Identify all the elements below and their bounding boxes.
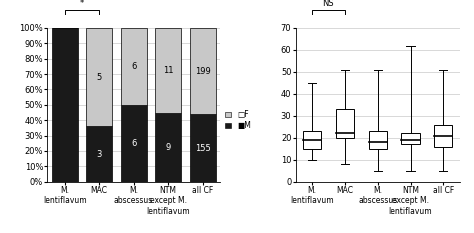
Text: 199: 199 [195, 67, 210, 76]
Text: 155: 155 [195, 144, 210, 153]
Bar [121, 28, 146, 105]
Text: 9: 9 [165, 143, 171, 152]
Bar [86, 126, 112, 182]
Text: 6: 6 [131, 139, 137, 148]
Text: 11: 11 [163, 66, 173, 75]
Bar [303, 131, 321, 149]
Legend: □F, ■M: □F, ■M [225, 110, 251, 130]
Bar [190, 28, 216, 114]
Bar [121, 105, 146, 182]
Bar [401, 134, 419, 144]
Bar [336, 109, 354, 138]
Text: *: * [80, 0, 84, 8]
Text: NS: NS [323, 0, 334, 8]
Bar [369, 131, 387, 149]
Text: 6: 6 [131, 62, 137, 71]
Bar [155, 28, 181, 113]
Bar [155, 113, 181, 182]
Bar [52, 28, 78, 182]
Text: 3: 3 [96, 150, 102, 159]
Bar [190, 114, 216, 182]
Bar [86, 28, 112, 126]
Text: 5: 5 [97, 73, 102, 82]
Bar [434, 125, 452, 147]
